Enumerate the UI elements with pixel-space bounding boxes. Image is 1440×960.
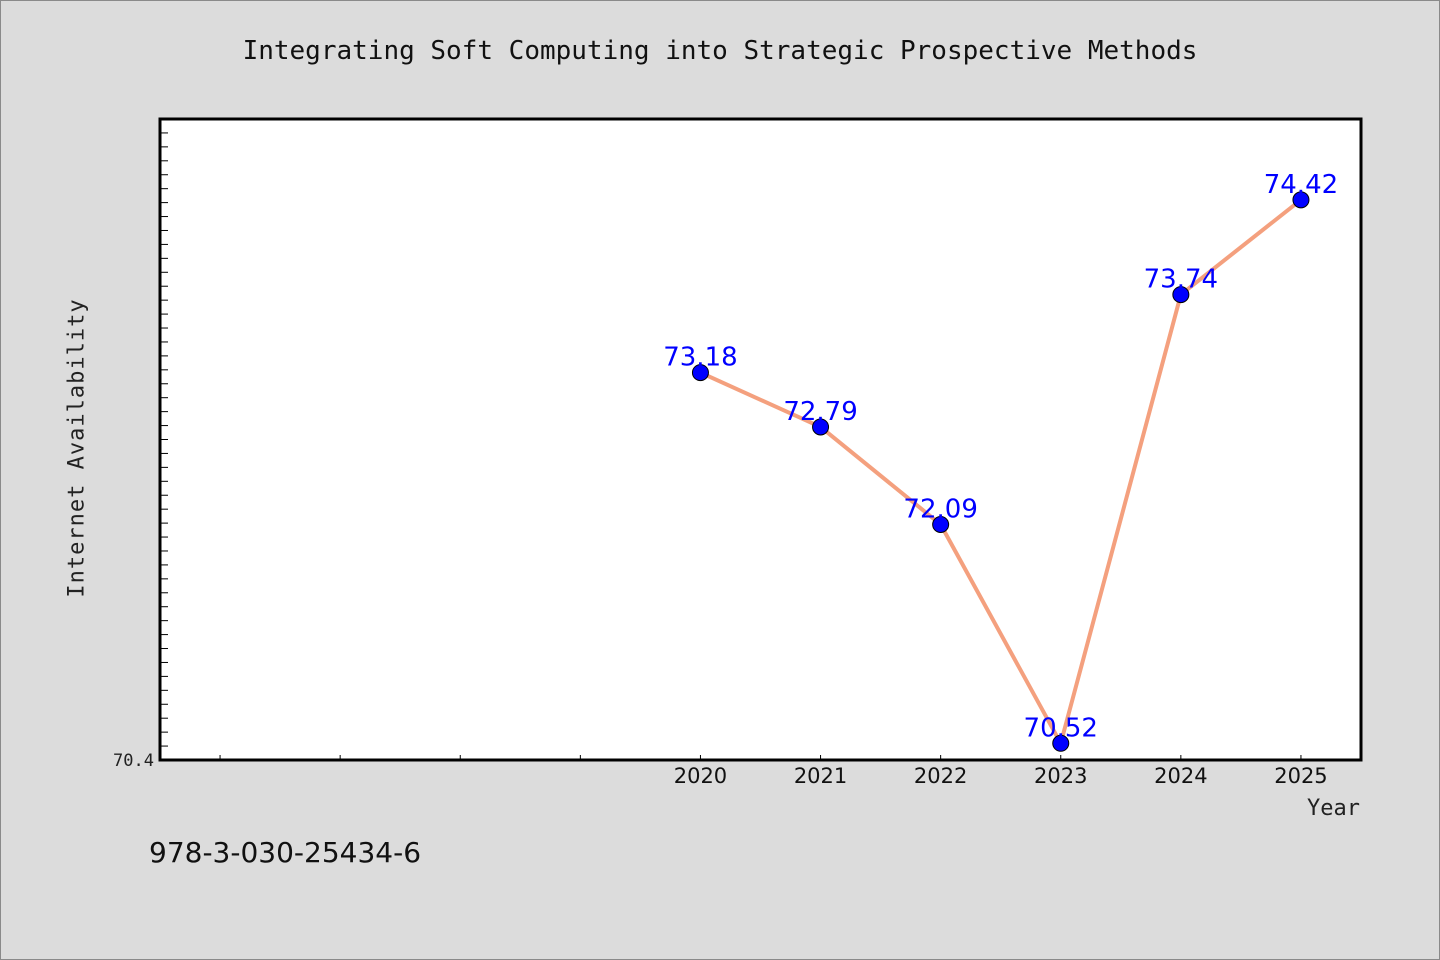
data-label: 73.18	[663, 343, 737, 373]
data-point	[1052, 734, 1070, 752]
x-tick-label: 2024	[1154, 764, 1207, 788]
isbn-text: 978-3-030-25434-6	[149, 836, 422, 869]
series-group: 73.18 72.79 72.09 70.52 73.74 74.42	[663, 170, 1338, 752]
data-point	[812, 418, 830, 436]
data-label: 72.09	[903, 495, 977, 525]
data-point	[932, 516, 950, 534]
chart-title: Integrating Soft Computing into Strategi…	[242, 36, 1198, 66]
plot-frame	[158, 117, 1363, 762]
x-tick-label: 2020	[674, 764, 727, 788]
data-label: 74.42	[1264, 170, 1338, 200]
series-line	[699, 198, 1303, 746]
y-tick-labels: 70.4	[113, 751, 154, 771]
x-tick-labels: 2020 2021 2022 2023 2024 2025	[674, 764, 1328, 788]
x-tick-label: 2022	[914, 764, 967, 788]
x-tick-label: 2023	[1034, 764, 1087, 788]
data-label: 72.79	[783, 397, 857, 427]
data-point	[691, 364, 709, 382]
data-point	[1172, 286, 1190, 304]
plot-area	[160, 119, 1361, 760]
x-axis-label: Year	[1307, 796, 1360, 821]
data-label: 70.52	[1024, 713, 1098, 743]
data-point	[1292, 191, 1310, 209]
x-tick-label: 2021	[794, 764, 847, 788]
data-label: 73.74	[1144, 265, 1218, 295]
y-tick-label: 70.4	[113, 751, 154, 771]
x-tick-label: 2025	[1274, 764, 1327, 788]
